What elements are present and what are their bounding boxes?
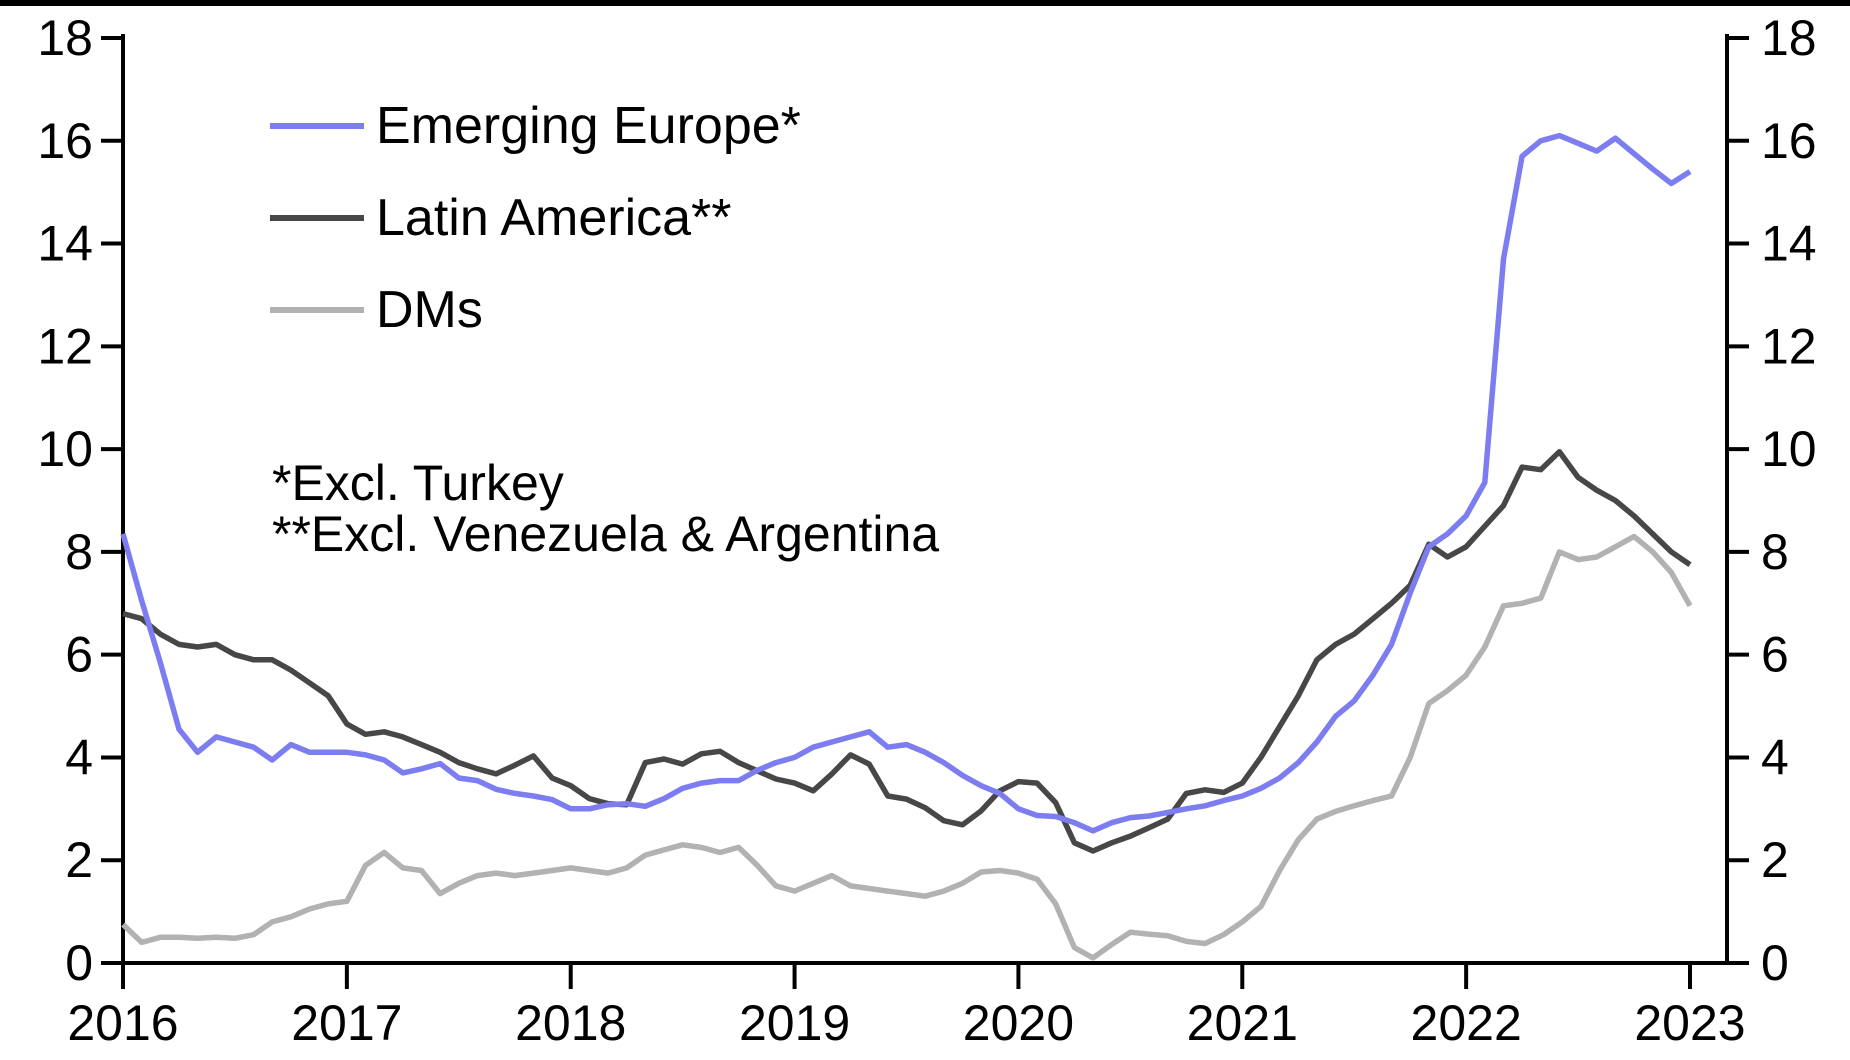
y-tick-label-right: 10 <box>1761 421 1817 477</box>
y-tick-label-right: 0 <box>1761 935 1789 991</box>
legend-line-dms <box>270 307 364 313</box>
x-tick-label: 2017 <box>291 995 402 1051</box>
y-tick-label-right: 6 <box>1761 627 1789 683</box>
y-tick-label-right: 4 <box>1761 729 1789 785</box>
y-tick-label-right: 12 <box>1761 318 1817 374</box>
legend-item-emerging-europe: Emerging Europe* <box>270 100 801 152</box>
legend-label-dms: DMs <box>376 281 483 339</box>
x-tick-label: 2019 <box>739 995 850 1051</box>
y-tick-label-left: 16 <box>37 113 93 169</box>
legend-label-latin-america: Latin America** <box>376 189 732 247</box>
legend-item-dms: DMs <box>270 284 483 336</box>
y-tick-label-right: 8 <box>1761 524 1789 580</box>
y-tick-label-left: 12 <box>37 318 93 374</box>
legend-item-latin-america: Latin America** <box>270 192 732 244</box>
y-tick-label-right: 16 <box>1761 113 1817 169</box>
x-tick-label: 2022 <box>1411 995 1522 1051</box>
top-border <box>0 0 1850 6</box>
x-tick-label: 2020 <box>963 995 1074 1051</box>
y-tick-label-left: 8 <box>65 524 93 580</box>
legend-label-emerging-europe: Emerging Europe* <box>376 97 801 155</box>
chart-footnotes: *Excl. Turkey **Excl. Venezuela & Argent… <box>272 458 939 560</box>
series-line-emerging-europe- <box>120 132 1692 834</box>
footnote-venezuela-argentina: **Excl. Venezuela & Argentina <box>272 506 940 562</box>
x-tick-label: 2021 <box>1187 995 1298 1051</box>
x-tick-label: 2016 <box>67 995 178 1051</box>
y-tick-label-right: 2 <box>1761 832 1789 888</box>
legend-line-emerging-europe <box>270 123 364 129</box>
y-tick-label-left: 0 <box>65 935 93 991</box>
legend-line-latin-america <box>270 215 364 221</box>
y-tick-label-left: 14 <box>37 216 93 272</box>
y-tick-label-right: 18 <box>1761 10 1817 66</box>
y-tick-label-left: 6 <box>65 627 93 683</box>
y-tick-label-left: 2 <box>65 832 93 888</box>
series-line-dms <box>121 533 1693 961</box>
y-tick-label-left: 18 <box>37 10 93 66</box>
y-tick-label-right: 14 <box>1761 216 1817 272</box>
x-tick-label: 2023 <box>1634 995 1745 1051</box>
x-tick-label: 2018 <box>515 995 626 1051</box>
y-tick-label-left: 10 <box>37 421 93 477</box>
footnote-turkey: *Excl. Turkey <box>272 455 564 511</box>
y-tick-label-left: 4 <box>65 729 93 785</box>
